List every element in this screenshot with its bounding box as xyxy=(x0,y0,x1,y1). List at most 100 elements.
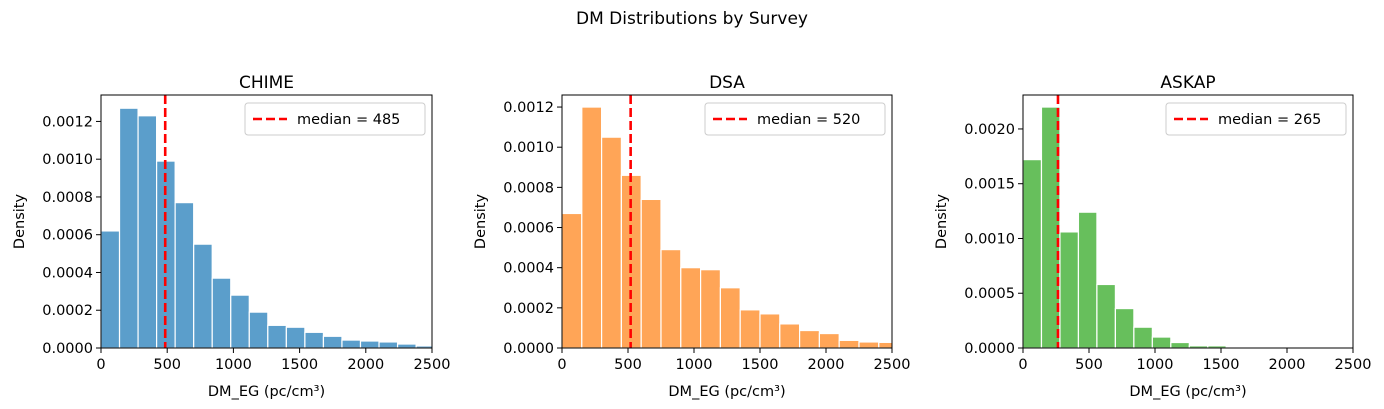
x-tick-label: 0 xyxy=(96,357,105,373)
y-tick-label: 0.0020 xyxy=(964,122,1015,138)
y-axis-label: Density xyxy=(934,194,950,250)
histogram-bar xyxy=(1040,106,1061,348)
histogram-bar xyxy=(137,115,158,348)
x-tick-label: 0 xyxy=(557,357,566,373)
histogram-bar xyxy=(719,287,741,348)
panel-title: DSA xyxy=(709,73,745,93)
histogram-bar xyxy=(1151,336,1172,348)
legend-box xyxy=(244,102,426,136)
histogram-bar xyxy=(1059,231,1080,348)
histogram-bar xyxy=(600,136,622,348)
y-axis-label: Density xyxy=(12,194,28,250)
axes-frame xyxy=(1022,94,1354,349)
histogram-bar xyxy=(1023,159,1043,348)
axes-frame xyxy=(100,94,433,349)
x-tick-label: 1500 xyxy=(281,357,318,373)
histogram-bar xyxy=(1114,307,1135,348)
x-tick-label: 2000 xyxy=(1269,357,1306,373)
x-tick-label: 0 xyxy=(1018,357,1027,373)
y-tick-label: 0.0000 xyxy=(964,341,1015,357)
x-axis-label: DM_EG (pc/cm³) xyxy=(208,384,325,400)
histogram-bar xyxy=(248,311,269,348)
panel-chime: 0 500 1000 1500 2000 2500 0.0000 0.0002 0.0004 0.… xyxy=(12,73,450,400)
y-tick-label: 0.0008 xyxy=(503,180,554,196)
axes-frame xyxy=(561,94,893,349)
panel-dsa: 0 500 1000 1500 2000 2500 0.0000 0.0002 0.0004 0.… xyxy=(473,73,910,400)
histogram-bar xyxy=(1077,211,1098,348)
y-tick-label: 0.0006 xyxy=(503,221,554,237)
histogram-bars xyxy=(101,107,432,348)
histogram-bar xyxy=(285,326,306,348)
x-tick-label: 1500 xyxy=(1203,357,1240,373)
y-tick-label: 0.0002 xyxy=(42,303,93,319)
histogram-bar xyxy=(818,332,840,348)
x-tick-label: 2000 xyxy=(808,357,845,373)
histogram-bar xyxy=(660,249,682,348)
histogram-bar xyxy=(680,267,702,348)
x-tick-label: 500 xyxy=(153,357,181,373)
y-tick-label: 0.0006 xyxy=(42,228,93,244)
y-tick-label: 0.0012 xyxy=(503,100,554,116)
x-axis-label: DM_EG (pc/cm³) xyxy=(1129,384,1246,400)
histogram-bar xyxy=(341,339,362,348)
histogram-bar xyxy=(118,107,139,348)
y-axis-label: Density xyxy=(473,194,489,250)
histogram-bar xyxy=(1170,341,1190,348)
histogram-bar xyxy=(858,341,880,348)
histogram-bar xyxy=(174,202,195,348)
legend-label: median = 520 xyxy=(757,112,860,128)
x-tick-label: 1000 xyxy=(1137,357,1174,373)
y-tick-label: 0.0005 xyxy=(964,286,1015,302)
legend: median = 520 xyxy=(704,102,886,136)
panel-title: ASKAP xyxy=(1160,73,1215,93)
histogram-bar xyxy=(562,212,583,348)
x-tick-label: 2500 xyxy=(874,357,911,373)
panel-askap: 0 500 1000 1500 2000 2500 0.0000 0.0005 0.0010 0.… xyxy=(934,73,1371,400)
x-tick-label: 2500 xyxy=(414,357,451,373)
y-tick-label: 0.0012 xyxy=(42,114,93,130)
x-tick-label: 500 xyxy=(1075,357,1103,373)
legend-label: median = 265 xyxy=(1218,112,1321,128)
figure-title: DM Distributions by Survey xyxy=(576,9,808,29)
histogram-bar xyxy=(304,331,325,348)
histogram-bar xyxy=(1096,283,1117,348)
legend-box xyxy=(704,102,886,136)
histogram-bar xyxy=(838,339,860,348)
histogram-bar xyxy=(101,230,121,348)
histogram-bar xyxy=(230,294,250,348)
legend-label: median = 485 xyxy=(297,112,400,128)
histogram-bar xyxy=(1133,326,1153,348)
histogram-bar xyxy=(759,313,781,348)
histogram-bars xyxy=(562,106,892,348)
y-tick-label: 0.0015 xyxy=(964,177,1015,193)
y-tick-label: 0.0004 xyxy=(503,261,554,277)
y-tick-label: 0.0000 xyxy=(42,341,93,357)
histogram-bar xyxy=(739,309,761,348)
x-tick-label: 1000 xyxy=(676,357,713,373)
panel-title: CHIME xyxy=(239,73,294,93)
histogram-bar xyxy=(396,343,417,348)
y-tick-label: 0.0004 xyxy=(42,265,93,281)
histogram-bar xyxy=(878,341,892,348)
histogram-bar xyxy=(640,198,662,348)
x-tick-label: 1000 xyxy=(215,357,252,373)
histogram-bar xyxy=(359,340,380,348)
x-tick-label: 2500 xyxy=(1335,357,1372,373)
y-tick-label: 0.0010 xyxy=(503,140,554,156)
histogram-bar xyxy=(798,329,820,348)
x-axis-label: DM_EG (pc/cm³) xyxy=(668,384,785,400)
x-tick-label: 500 xyxy=(614,357,642,373)
histogram-bar xyxy=(211,277,232,348)
histogram-bar xyxy=(193,243,213,348)
legend: median = 485 xyxy=(244,102,426,136)
y-tick-label: 0.0010 xyxy=(42,152,93,168)
histogram-bar xyxy=(699,269,721,348)
x-tick-label: 1500 xyxy=(742,357,779,373)
histogram-bar xyxy=(322,335,343,348)
y-tick-label: 0.0008 xyxy=(42,190,93,206)
y-tick-label: 0.0002 xyxy=(503,301,554,317)
legend: median = 265 xyxy=(1165,102,1347,136)
histogram-bar xyxy=(378,341,399,348)
legend-box xyxy=(1165,102,1347,136)
